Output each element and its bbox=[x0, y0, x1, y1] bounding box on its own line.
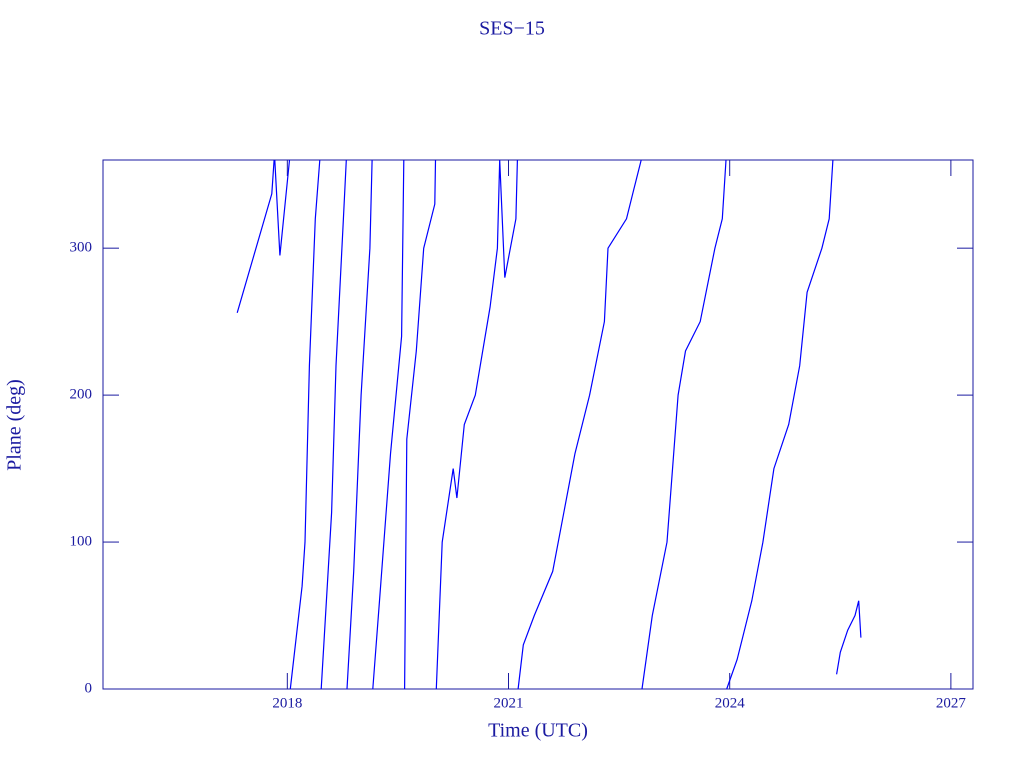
x-axis-label: Time (UTC) bbox=[488, 720, 588, 742]
x-tick-label: 2021 bbox=[494, 695, 524, 711]
y-tick-label: 0 bbox=[85, 680, 93, 696]
data-line bbox=[236, 159, 862, 690]
chart-title: SES−15 bbox=[479, 18, 545, 40]
x-tick-label: 2018 bbox=[272, 695, 302, 711]
x-tick-label: 2024 bbox=[715, 695, 746, 711]
y-tick-label: 100 bbox=[70, 533, 93, 549]
y-tick-label: 200 bbox=[70, 387, 93, 403]
y-tick-label: 300 bbox=[70, 240, 93, 256]
x-tick-label: 2027 bbox=[936, 695, 967, 711]
plot-frame bbox=[102, 159, 974, 690]
y-axis-label: Plane (deg) bbox=[4, 379, 26, 471]
